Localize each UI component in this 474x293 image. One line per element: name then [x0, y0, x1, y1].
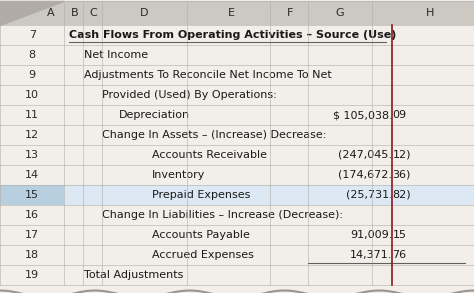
Text: 36): 36): [392, 170, 411, 180]
Bar: [0, 1, 474, 25]
Text: Cash Flows From Operating Activities – Source (Use): Cash Flows From Operating Activities – S…: [69, 30, 396, 40]
Text: 09: 09: [392, 110, 407, 120]
Text: Change In Assets – (Increase) Decrease:: Change In Assets – (Increase) Decrease:: [102, 130, 326, 140]
Text: 15: 15: [25, 190, 39, 200]
Bar: [0, 245, 474, 265]
Text: G: G: [335, 8, 344, 18]
Text: (25,731.: (25,731.: [346, 190, 392, 200]
Text: D: D: [140, 8, 149, 18]
Text: 17: 17: [25, 230, 39, 240]
Text: 82): 82): [392, 190, 411, 200]
Bar: [0, 285, 474, 293]
Bar: [0, 105, 474, 125]
Text: 13: 13: [25, 150, 39, 160]
Text: 12): 12): [392, 150, 411, 160]
Text: Change In Liabilities – Increase (Decrease):: Change In Liabilities – Increase (Decrea…: [102, 210, 343, 220]
Text: Inventory: Inventory: [152, 170, 205, 180]
Bar: [0, 65, 474, 85]
Bar: [0, 125, 474, 145]
Bar: [0, 85, 474, 105]
Text: A: A: [47, 8, 55, 18]
Text: Accounts Payable: Accounts Payable: [152, 230, 249, 240]
Text: 19: 19: [25, 270, 39, 280]
Text: (174,672.: (174,672.: [338, 170, 392, 180]
Bar: [0, 185, 474, 205]
Text: 11: 11: [25, 110, 39, 120]
Text: Accrued Expenses: Accrued Expenses: [152, 250, 254, 260]
Text: 10: 10: [25, 90, 39, 100]
Bar: [0, 25, 474, 45]
Text: H: H: [426, 8, 435, 18]
Text: 7: 7: [28, 30, 36, 40]
Text: 76: 76: [392, 250, 407, 260]
Text: Adjustments To Reconcile Net Income To Net: Adjustments To Reconcile Net Income To N…: [84, 70, 332, 80]
Text: 91,009.: 91,009.: [350, 230, 392, 240]
Text: 8: 8: [28, 50, 36, 60]
Text: Net Income: Net Income: [84, 50, 148, 60]
Text: F: F: [287, 8, 294, 18]
Text: 18: 18: [25, 250, 39, 260]
Bar: [0, 165, 474, 185]
Polygon shape: [0, 1, 64, 25]
Text: 12: 12: [25, 130, 39, 140]
Text: E: E: [228, 8, 235, 18]
Text: Prepaid Expenses: Prepaid Expenses: [152, 190, 250, 200]
Text: C: C: [90, 8, 97, 18]
Text: 14: 14: [25, 170, 39, 180]
Text: $ 105,038.: $ 105,038.: [333, 110, 392, 120]
Text: 16: 16: [25, 210, 39, 220]
Text: Depreciation: Depreciation: [118, 110, 190, 120]
Text: B: B: [71, 8, 78, 18]
Bar: [0, 45, 474, 65]
Text: Total Adjustments: Total Adjustments: [84, 270, 184, 280]
Text: 9: 9: [28, 70, 36, 80]
Bar: [0, 185, 64, 205]
Bar: [0, 205, 474, 225]
Bar: [0, 265, 474, 285]
Text: Provided (Used) By Operations:: Provided (Used) By Operations:: [102, 90, 277, 100]
Text: 15: 15: [392, 230, 407, 240]
Text: (247,045.: (247,045.: [338, 150, 392, 160]
Text: 14,371.: 14,371.: [350, 250, 392, 260]
Bar: [0, 145, 474, 165]
Bar: [0, 225, 474, 245]
Text: Accounts Receivable: Accounts Receivable: [152, 150, 267, 160]
